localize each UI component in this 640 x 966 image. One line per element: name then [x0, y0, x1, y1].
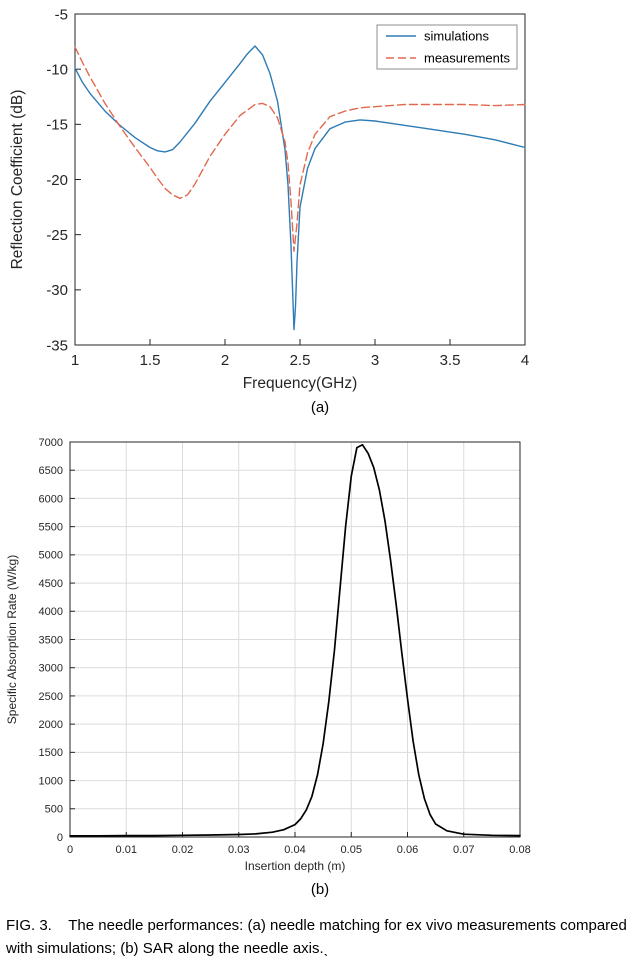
legend-box: [376, 24, 518, 70]
y-tick-label: -30: [46, 282, 68, 299]
y-tick-label: 5000: [39, 550, 63, 562]
y-tick-label: 1500: [39, 747, 63, 759]
x-tick-label: 0.04: [284, 844, 305, 856]
y-tick-label: 2000: [39, 719, 63, 731]
x-tick-label: 3: [371, 352, 379, 369]
y-tick-label: -35: [46, 337, 68, 354]
y-tick-label: 7000: [39, 437, 63, 449]
legend-label: simulations: [424, 29, 490, 44]
x-tick-label: 0.01: [116, 844, 137, 856]
y-tick-label: 1000: [39, 775, 63, 787]
y-axis-label: Reflection Coefficient (dB): [9, 90, 26, 270]
subfigure-label-a: (a): [310, 399, 330, 416]
x-tick-label: 0.06: [397, 844, 418, 856]
x-tick-label: 0.08: [509, 844, 530, 856]
x-tick-label: 3.5: [440, 352, 461, 369]
y-tick-label: 3000: [39, 663, 63, 675]
x-axis-label: Frequency(GHz): [243, 375, 358, 392]
y-tick-label: 0: [57, 832, 63, 844]
y-tick-label: 4000: [39, 606, 63, 618]
y-tick-label: -25: [46, 227, 68, 244]
series-line-SAR: [69, 443, 521, 837]
y-tick-label: -10: [46, 61, 68, 78]
y-tick-label: 2500: [39, 691, 63, 703]
subfigure-label-b: (b): [310, 881, 330, 898]
series-line-measurements: [74, 46, 526, 252]
y-tick-label: 5500: [39, 521, 63, 533]
y-tick-label: -20: [46, 172, 68, 189]
x-tick-label: 0.02: [172, 844, 193, 856]
sar-chart: 0 0.01 0.02 0.03 0.04 0.05 0.06 0.07 0.08 0 500 100…: [5, 437, 531, 873]
reflection-coefficient-chart: 1 1.5 2 2.5 3 3.5 4 -35 -30 -25 -20 -15 -10 -5 Frequen…: [9, 6, 529, 392]
x-tick-label: 2: [221, 352, 229, 369]
x-tick-label: 1: [71, 352, 79, 369]
x-tick-label: 4: [521, 352, 529, 369]
y-tick-label: 500: [45, 804, 63, 816]
x-tick-label: 1.5: [140, 352, 161, 369]
y-tick-label: 4500: [39, 578, 63, 590]
y-tick-label: -5: [55, 6, 68, 23]
legend-label: measurements: [424, 51, 510, 66]
y-tick-label: 6500: [39, 465, 63, 477]
y-tick-label: 3500: [39, 634, 63, 646]
x-axis-label: Insertion depth (m): [245, 859, 346, 873]
y-axis-label: Specific Absorption Rate (W/kg): [5, 555, 19, 724]
x-tick-label: 0.05: [341, 844, 362, 856]
x-tick-label: 0: [67, 844, 73, 856]
x-tick-label: 0.03: [228, 844, 249, 856]
x-tick-label: 0.07: [453, 844, 474, 856]
figure-caption: FIG. 3. The needle performances: (a) nee…: [6, 917, 632, 958]
y-tick-label: 6000: [39, 493, 63, 505]
y-tick-label: -15: [46, 117, 68, 134]
series-line-simulations: [74, 45, 526, 331]
x-tick-label: 2.5: [290, 352, 311, 369]
